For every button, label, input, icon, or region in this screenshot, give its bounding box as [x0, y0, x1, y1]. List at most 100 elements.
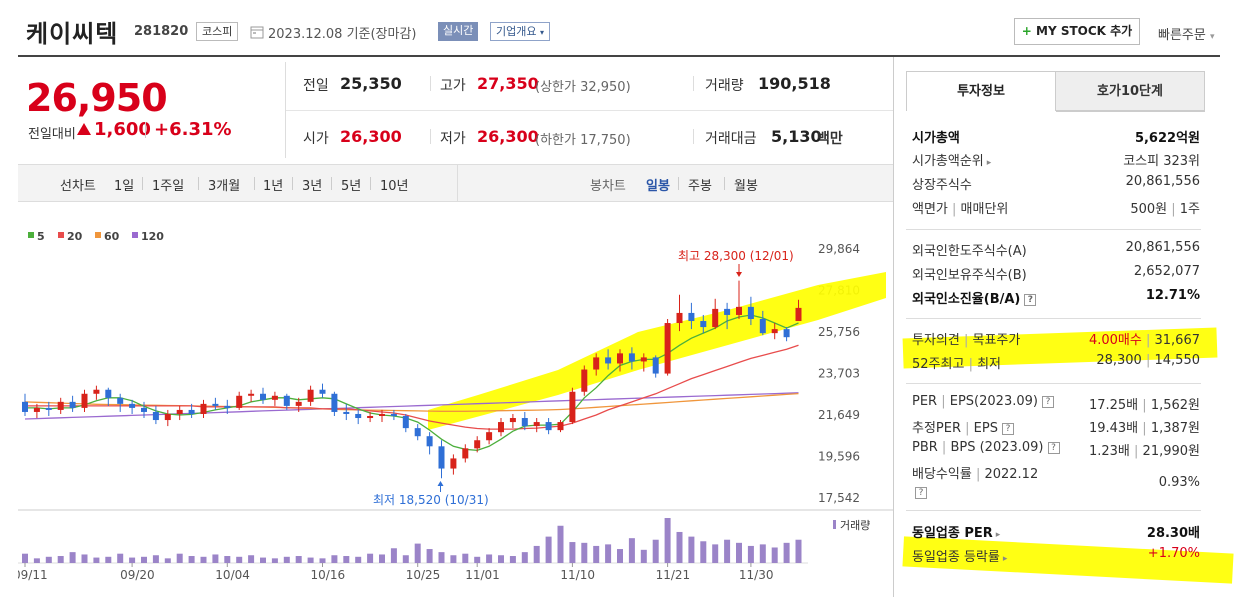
corp-info-dropdown[interactable]: 기업개요 ▾: [490, 22, 550, 41]
divider: [906, 383, 1201, 384]
period-3y[interactable]: 3년: [302, 179, 323, 194]
candle-monthly[interactable]: 월봉: [734, 179, 758, 194]
info-key: 액면가 | 매매단위: [912, 202, 1009, 217]
candle-body: [474, 440, 481, 449]
period-10y[interactable]: 10년: [380, 179, 409, 194]
volume-bar: [57, 556, 64, 563]
divider: [142, 177, 143, 190]
realtime-badge[interactable]: 실시간: [438, 22, 479, 41]
stock-name: 케이씨텍: [26, 20, 119, 48]
divider: [430, 129, 431, 144]
mystock-add-button[interactable]: + MY STOCK 추가: [1014, 18, 1140, 45]
volume-bar: [248, 555, 255, 563]
volume-bar: [438, 552, 445, 563]
divider: [693, 76, 694, 91]
volume-bar: [724, 539, 731, 563]
volume-bar: [557, 525, 564, 563]
period-1d[interactable]: 1일: [114, 179, 135, 194]
max-arrow-head: [736, 272, 742, 277]
tab-invest-info[interactable]: 투자정보: [906, 71, 1056, 111]
min-price-label: 최저 18,520 (10/31): [373, 493, 489, 507]
candle-body: [319, 389, 326, 394]
info-key[interactable]: 동일업종 PER ▸: [912, 526, 1001, 541]
divider: [906, 510, 1201, 511]
change-label: 전일대비: [28, 127, 76, 142]
candle-body: [747, 306, 754, 319]
info-value: 28.30배: [1146, 526, 1200, 541]
volume-bar: [581, 542, 588, 563]
x-tick-label: 11/30: [739, 568, 774, 582]
volume-bar: [736, 542, 742, 563]
candle-body: [617, 353, 623, 364]
volume-bar: [628, 538, 635, 563]
volume-bar: [498, 555, 504, 563]
candle-body: [295, 401, 302, 406]
volume-label: 거래량: [840, 519, 870, 532]
info-row: 동일업종 등락률 ▸ +1.70%: [912, 546, 1200, 568]
period-1y[interactable]: 1년: [263, 179, 284, 194]
divider: [286, 110, 893, 111]
x-tick-label: 11/10: [560, 568, 595, 582]
volume-bar: [450, 555, 457, 563]
volume-bar: [533, 545, 540, 563]
help-icon[interactable]: ?: [1041, 396, 1054, 408]
volume-bar: [414, 543, 421, 563]
divider: [457, 165, 458, 201]
volume-bar: [81, 554, 88, 563]
candle-body: [759, 318, 766, 334]
divider: [693, 129, 694, 144]
info-value: 20,861,556: [1125, 240, 1200, 255]
candle-weekly[interactable]: 주봉: [688, 179, 712, 194]
info-key: 52주최고 | 최저: [912, 357, 1002, 372]
info-row: 액면가 | 매매단위 500원 | 1주: [912, 198, 1200, 220]
line-chart-label: 선차트: [60, 179, 96, 194]
legend-swatch: [28, 232, 34, 238]
volume-bar: [188, 556, 195, 563]
candle-body: [248, 393, 255, 396]
legend-label: 60: [104, 230, 120, 243]
volume-bar: [390, 548, 397, 563]
period-3m[interactable]: 3개월: [208, 179, 241, 194]
candle-body: [307, 389, 314, 402]
divider: [370, 177, 371, 190]
help-icon[interactable]: ?: [1024, 294, 1037, 306]
candle-body: [605, 357, 612, 364]
candle-body: [224, 405, 231, 408]
candle-body: [164, 413, 171, 421]
tab-orderbook[interactable]: 호가10단계: [1055, 71, 1205, 111]
candle-body: [331, 393, 338, 412]
stock-chart[interactable]: 5206012029,86427,81025,75623,70321,64919…: [18, 220, 893, 597]
calendar-icon: [250, 24, 264, 43]
volume-bar: [33, 558, 40, 563]
divider: [145, 122, 146, 138]
help-icon[interactable]: ?: [1001, 423, 1014, 435]
quick-order-button[interactable]: 빠른주문 ▾: [1158, 24, 1215, 43]
up-triangle-icon: [76, 121, 92, 141]
info-key[interactable]: 시가총액순위 ▸: [912, 154, 992, 169]
info-key[interactable]: 동일업종 등락률 ▸: [912, 550, 1008, 565]
info-value: 17.25배 | 1,562원: [1088, 398, 1200, 413]
corp-info-label: 기업개요: [496, 25, 537, 38]
legend-label: 120: [141, 230, 164, 243]
volume-bar: [795, 539, 802, 563]
candle-body: [557, 422, 564, 431]
info-value: 2,652,077: [1133, 264, 1200, 279]
ma20-line: [25, 344, 799, 430]
info-value: 4.00매수 | 31,667: [1088, 333, 1200, 348]
candle-body: [783, 329, 790, 338]
period-5y[interactable]: 5년: [341, 179, 362, 194]
volume-bar: [271, 558, 278, 563]
x-tick-label: 09/11: [18, 568, 48, 582]
info-row: 시가총액순위 ▸ 코스피 323위: [912, 150, 1200, 172]
volume-bar: [200, 556, 207, 563]
help-icon[interactable]: ?: [915, 487, 927, 499]
help-icon[interactable]: ?: [1047, 442, 1060, 454]
volume-bar: [152, 555, 159, 563]
legend-label: 5: [37, 230, 45, 243]
candle-body: [712, 308, 719, 328]
candle-body: [688, 312, 695, 322]
period-1w[interactable]: 1주일: [152, 179, 185, 194]
info-row: 외국인소진율(B/A)? 12.71%: [912, 288, 1200, 310]
volume-bar: [45, 556, 52, 563]
candle-daily[interactable]: 일봉: [646, 179, 670, 194]
